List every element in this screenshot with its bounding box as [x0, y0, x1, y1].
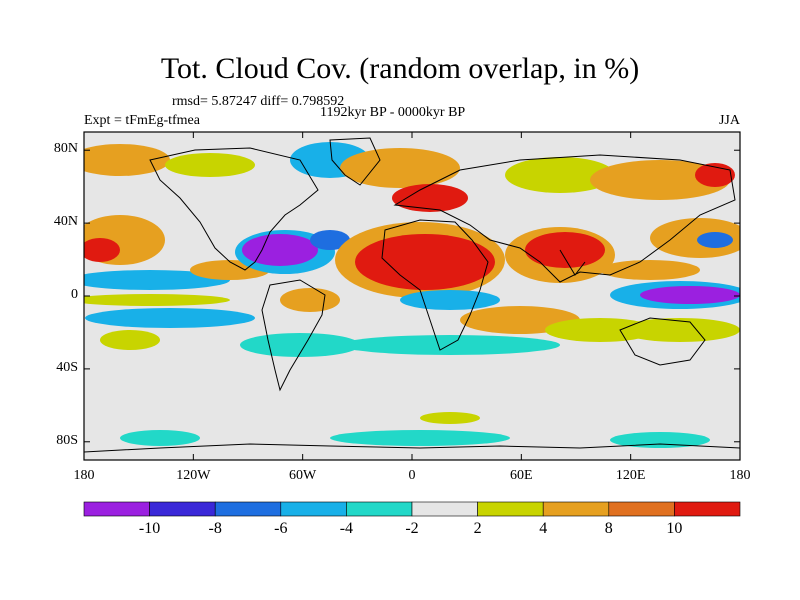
field-patch: [640, 286, 740, 304]
field-patch: [310, 230, 350, 250]
map-field: [84, 132, 740, 460]
field-patch: [165, 153, 255, 177]
chart-title: Tot. Cloud Cov. (random overlap, in %): [160, 52, 640, 85]
field-patch: [120, 430, 200, 446]
season-label: JJA: [718, 113, 740, 128]
lon-tick-label: 60E: [510, 468, 533, 483]
field-patch: [545, 318, 655, 342]
lat-tick-label: 0: [71, 287, 78, 302]
colorbar-tick-label: 10: [666, 520, 683, 537]
field-patch: [525, 232, 605, 268]
colorbar-segment: [346, 501, 413, 517]
field-patch: [420, 412, 480, 424]
colorbar-segment: [674, 501, 741, 517]
colorbar-tick-label: -4: [339, 520, 354, 537]
lat-tick-label: 80N: [53, 141, 78, 157]
colorbar-tick-label: -10: [138, 520, 161, 537]
field-patch: [84, 294, 230, 306]
field-patch: [84, 238, 120, 262]
colorbar-segment: [542, 501, 610, 517]
colorbar-tick-label: -8: [208, 520, 222, 537]
lon-tick-label: 120W: [176, 468, 211, 483]
field-patch: [610, 432, 710, 448]
field-patch: [505, 157, 615, 193]
field-patch: [620, 318, 740, 342]
field-patch: [400, 290, 500, 310]
lon-tick-label: 180: [73, 468, 95, 483]
colorbar-segment: [149, 501, 216, 517]
colorbar-segment: [477, 501, 544, 517]
lat-tick-label: 40N: [53, 214, 78, 230]
colorbar-segment: [411, 501, 478, 517]
colorbar-tick-label: 8: [604, 520, 613, 537]
colorbar-tick-label: 4: [539, 520, 548, 537]
field-patch: [697, 232, 733, 248]
field-patch: [84, 270, 230, 290]
lat-tick-label: 80S: [56, 432, 78, 448]
field-patch: [650, 218, 740, 258]
field-patch: [242, 234, 318, 266]
coastlines: [84, 137, 740, 453]
experiment-label: Expt = tFmEg-tfmea: [84, 113, 200, 128]
field-patch: [355, 234, 495, 290]
colorbar-tick-label: -2: [405, 520, 419, 537]
lon-tick-label: 60W: [289, 468, 317, 483]
field-patch: [85, 308, 255, 328]
field-patch: [392, 184, 468, 212]
lon-tick-label: 0: [408, 468, 416, 483]
field-patch: [590, 160, 730, 200]
colorbar-segment: [280, 501, 347, 517]
field-patch: [240, 333, 360, 357]
colorbar: [83, 501, 741, 517]
colorbar-tick-label: -6: [274, 520, 288, 537]
colorbar-segment: [608, 501, 675, 517]
field-patch: [100, 330, 160, 350]
lon-tick-label: 180: [729, 468, 751, 483]
field-patch: [600, 260, 700, 280]
colorbar-tick-label: 2: [473, 520, 482, 537]
lon-tick-marks: [83, 132, 741, 460]
field-patch: [340, 148, 460, 188]
lat-tick-marks: [84, 149, 740, 443]
colorbar-segment: [83, 501, 150, 517]
field-patch: [330, 430, 510, 446]
lon-tick-label: 120E: [615, 468, 646, 483]
stats-line: rmsd= 5.87247 diff= 0.798592: [172, 94, 345, 109]
period-label: 1192kyr BP - 0000kyr BP: [320, 105, 466, 120]
lat-tick-label: 40S: [56, 359, 78, 375]
field-patch: [84, 144, 170, 176]
field-patch: [280, 288, 340, 312]
colorbar-segment: [214, 501, 282, 517]
